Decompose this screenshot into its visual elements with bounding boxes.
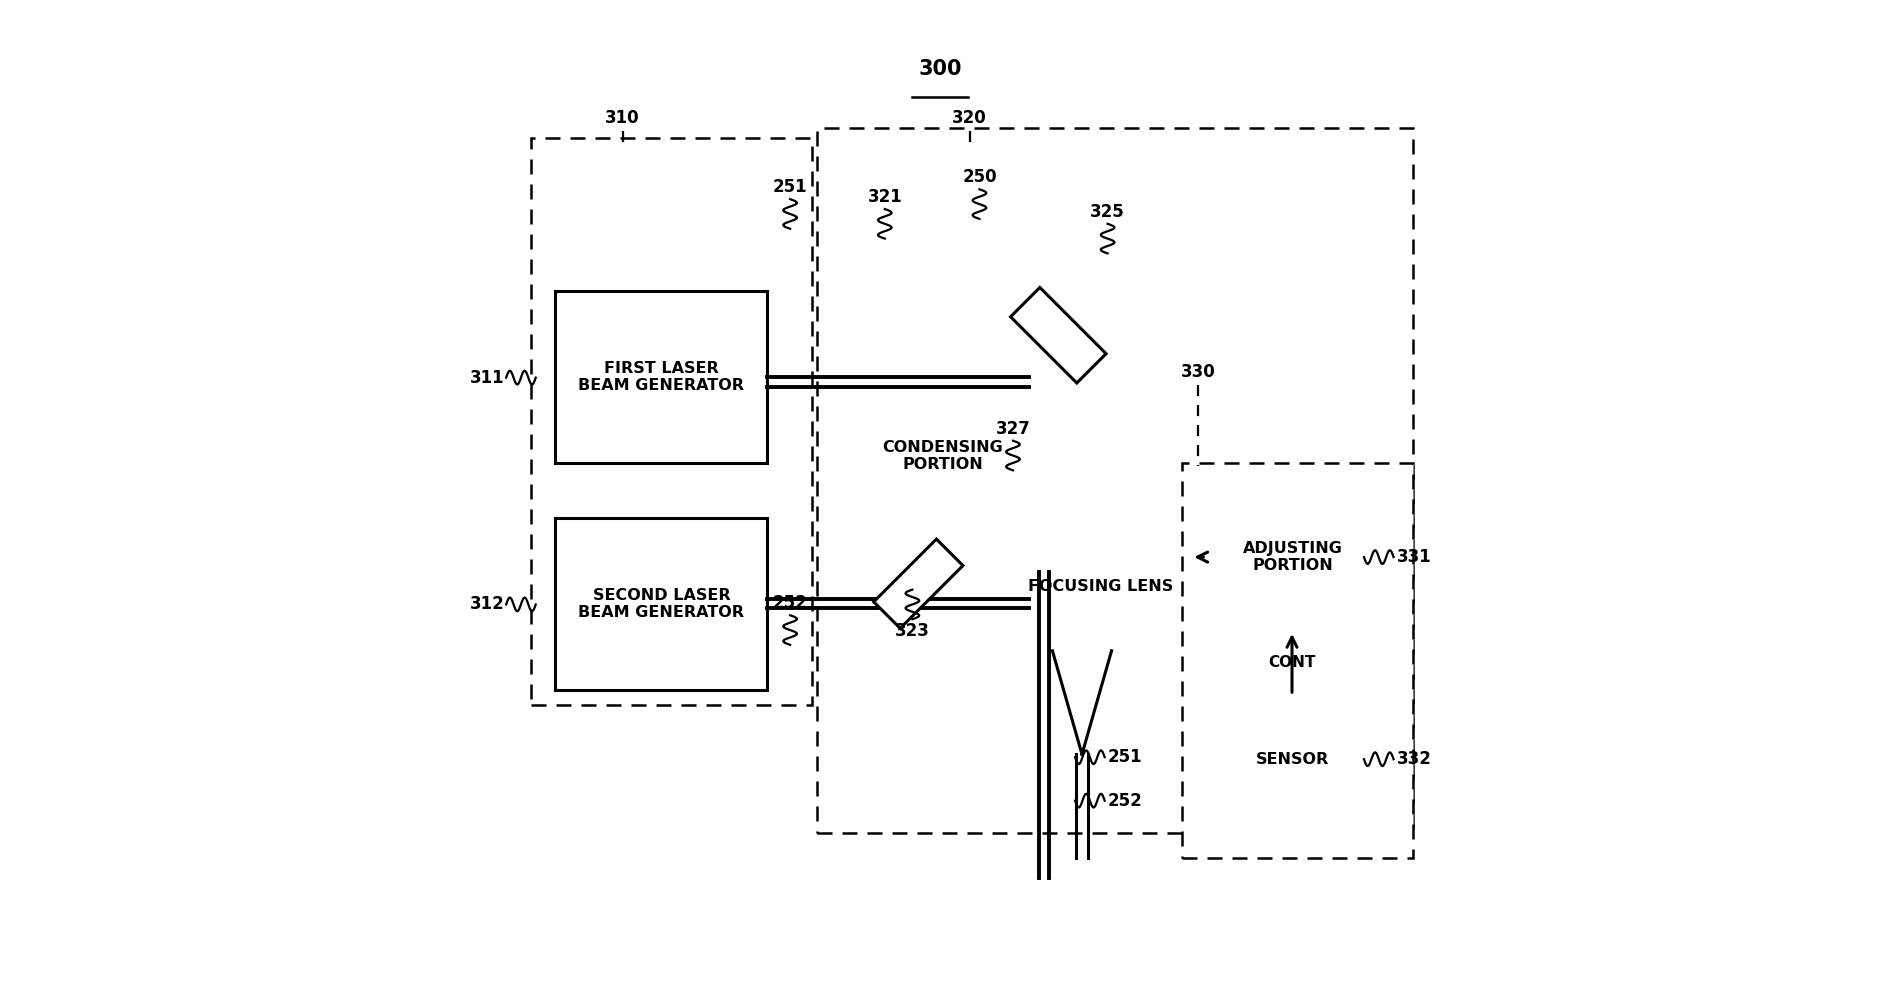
Polygon shape [874, 539, 963, 628]
Text: ADJUSTING
PORTION: ADJUSTING PORTION [1243, 541, 1342, 573]
Text: CONT: CONT [1269, 655, 1316, 670]
Text: 323: 323 [895, 622, 931, 640]
Text: 300: 300 [917, 59, 963, 79]
Bar [1207, 483, 1378, 631]
Text: 251: 251 [1107, 748, 1143, 766]
Text: 250: 250 [963, 169, 996, 186]
Text: 325: 325 [1090, 203, 1124, 221]
Bar [1010, 523, 1192, 651]
Polygon shape [1011, 288, 1105, 383]
Text: FOCUSING LENS: FOCUSING LENS [1028, 579, 1173, 595]
Bar [555, 518, 767, 690]
Text: 320: 320 [951, 109, 987, 127]
Text: 252: 252 [773, 595, 808, 612]
Text: 251: 251 [773, 178, 807, 196]
Text: 327: 327 [996, 420, 1030, 438]
Text: 321: 321 [867, 188, 902, 206]
Text: 331: 331 [1397, 548, 1431, 566]
Text: 330: 330 [1181, 363, 1216, 381]
Bar [816, 128, 1414, 833]
Text: SENSOR: SENSOR [1256, 751, 1329, 767]
Text: 310: 310 [605, 109, 639, 127]
Text: 252: 252 [1107, 792, 1143, 810]
Text: SECOND LASER
BEAM GENERATOR: SECOND LASER BEAM GENERATOR [579, 588, 744, 620]
Text: 311: 311 [470, 369, 504, 387]
Text: FIRST LASER
BEAM GENERATOR: FIRST LASER BEAM GENERATOR [579, 361, 744, 393]
Bar [555, 291, 767, 463]
Text: 312: 312 [470, 596, 504, 613]
Bar [1181, 463, 1414, 858]
Text: CONDENSING
PORTION: CONDENSING PORTION [882, 440, 1002, 472]
Bar [530, 138, 812, 705]
Bar [855, 340, 1028, 572]
Text: 332: 332 [1397, 750, 1431, 768]
Bar [1207, 695, 1378, 823]
